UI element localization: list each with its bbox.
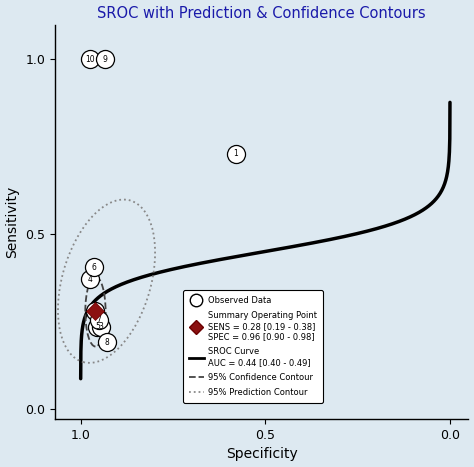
Text: 8: 8 bbox=[104, 338, 109, 347]
Text: 1: 1 bbox=[233, 149, 238, 158]
Title: SROC with Prediction & Confidence Contours: SROC with Prediction & Confidence Contou… bbox=[97, 6, 426, 21]
Text: 10: 10 bbox=[85, 55, 95, 64]
Text: 7: 7 bbox=[97, 315, 101, 324]
Text: 5: 5 bbox=[95, 322, 100, 331]
X-axis label: Specificity: Specificity bbox=[226, 447, 298, 461]
Y-axis label: Sensitivity: Sensitivity bbox=[6, 186, 19, 258]
Legend: Observed Data, Summary Operating Point
SENS = 0.28 [0.19 - 0.38]
SPEC = 0.96 [0.: Observed Data, Summary Operating Point S… bbox=[183, 290, 323, 403]
Text: 9: 9 bbox=[102, 55, 107, 64]
Text: 2: 2 bbox=[93, 306, 98, 315]
Text: 3: 3 bbox=[99, 322, 103, 331]
Text: 4: 4 bbox=[88, 275, 92, 284]
Text: 6: 6 bbox=[91, 263, 96, 272]
